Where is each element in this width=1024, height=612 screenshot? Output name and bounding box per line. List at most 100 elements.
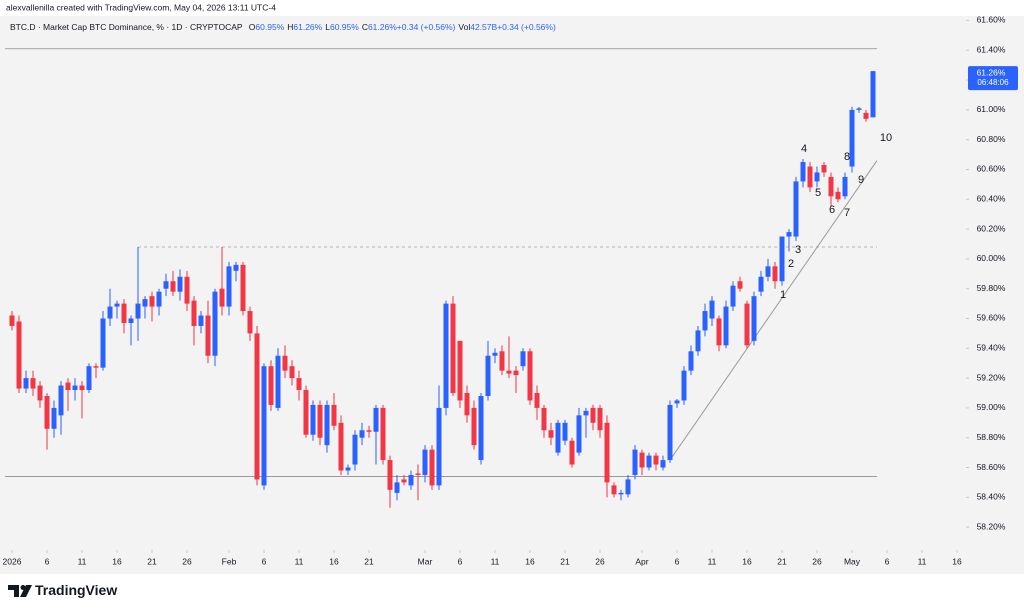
legend-value: 42.57B (470, 22, 497, 32)
candle-body (450, 303, 456, 394)
x-tick-label: 16 (112, 556, 122, 566)
candle-body (597, 407, 603, 431)
y-tick-label: 58.40% (977, 492, 1006, 502)
candle-body (233, 264, 239, 271)
x-tick-label: 11 (295, 556, 304, 566)
candle-body (534, 393, 540, 408)
candle-body (79, 385, 85, 391)
wave-label: 3 (795, 244, 801, 256)
candle-body (723, 306, 729, 346)
candle-body (485, 355, 491, 396)
candle-body (394, 482, 400, 493)
candle-body (506, 370, 512, 374)
x-tick-label: 2026 (3, 556, 22, 566)
legend-value: 60.95% (255, 22, 284, 32)
y-tick-label: 61.60% (977, 15, 1006, 25)
candle-body (156, 291, 162, 307)
candle-body (415, 473, 421, 475)
candle-body (23, 378, 29, 389)
y-tick-label: 58.20% (977, 521, 1006, 531)
candle-body (758, 276, 764, 292)
candle-body (44, 395, 50, 429)
candle-body (779, 236, 785, 282)
x-tick-label: 16 (329, 556, 339, 566)
candle-body (744, 303, 750, 346)
legend: BTC.D · Market Cap BTC Dominance, % · 1D… (10, 22, 556, 32)
legend-value: 61.26% (368, 22, 397, 32)
y-tick-label: 59.80% (977, 283, 1006, 293)
price-tag-label: 61.26% (977, 67, 1006, 77)
candle-body (429, 449, 435, 486)
y-tick-label: 60.00% (977, 253, 1006, 263)
candle-body (835, 191, 841, 200)
y-tick-label: 60.20% (977, 223, 1006, 233)
candle-body (247, 311, 253, 334)
legend-label: Vol (458, 22, 470, 32)
candle-body (590, 407, 596, 423)
candle-body (380, 407, 386, 461)
y-tick-label: 59.60% (977, 313, 1006, 323)
candle-body (443, 303, 449, 408)
candle-body (345, 467, 351, 471)
candle-body (121, 303, 127, 323)
candle-body (807, 166, 813, 188)
candle-body (177, 276, 183, 292)
candle-body (338, 422, 344, 471)
candle-body (555, 422, 561, 453)
credit: alexvallenilla created with TradingView.… (6, 2, 276, 12)
candle-body (310, 404, 316, 435)
candle-body (793, 181, 799, 237)
candle-body (436, 407, 442, 486)
x-tick-label: 6 (675, 556, 680, 566)
candle-body (814, 172, 820, 182)
candle-body (821, 165, 827, 173)
x-tick-label: 6 (262, 556, 267, 566)
candle-body (856, 108, 862, 110)
candle-body (366, 430, 372, 432)
candle-body (751, 296, 757, 341)
candle-body (324, 404, 330, 446)
candle-body (107, 306, 113, 319)
legend-label: C (362, 22, 368, 32)
brand: TradingView (35, 582, 117, 598)
y-tick-label: 59.20% (977, 372, 1006, 382)
candle-body (828, 176, 834, 197)
y-tick-label: 58.80% (977, 432, 1006, 442)
legend-label: H (287, 22, 293, 32)
x-tick-label: 6 (458, 556, 463, 566)
legend-value: +0.34 (+0.56%) (497, 22, 556, 32)
candle-body (660, 460, 666, 468)
candle-body (695, 330, 701, 352)
candle-body (688, 351, 694, 371)
candle-body (9, 315, 15, 326)
candle-body (604, 422, 610, 483)
candle-body (58, 385, 64, 416)
candle-body (296, 378, 302, 391)
candle-body (408, 474, 414, 486)
candle-body (135, 303, 141, 319)
candle-body (275, 355, 281, 408)
candle-body (618, 492, 624, 495)
candle-body (261, 366, 267, 486)
candle-body (499, 351, 505, 371)
y-tick-label: 58.60% (977, 462, 1006, 472)
candle-body (128, 318, 134, 323)
candle-body (772, 266, 778, 282)
candle-body (16, 321, 22, 389)
tradingview-logo: TradingView (8, 582, 117, 598)
candle-body (401, 479, 407, 483)
candle-body (681, 370, 687, 401)
candle-body (387, 460, 393, 490)
x-tick-label: Apr (635, 556, 648, 566)
candle-body (422, 449, 428, 475)
candle-body (331, 404, 337, 426)
candle-body (212, 291, 218, 356)
y-tick-label: 60.80% (977, 134, 1006, 144)
y-tick-label: 61.40% (977, 45, 1006, 55)
x-tick-label: 11 (708, 556, 717, 566)
x-tick-label: 6 (885, 556, 890, 566)
x-tick-label: 21 (147, 556, 157, 566)
candle-body (149, 296, 155, 307)
x-tick-label: 21 (364, 556, 374, 566)
